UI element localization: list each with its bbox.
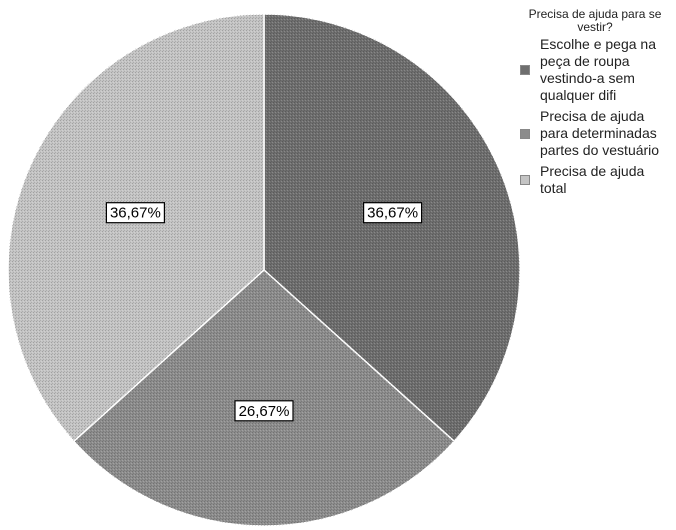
legend-items: Escolhe e pega na peça de roupa vestindo…	[520, 36, 670, 197]
pie-data-label-text: 36,67%	[110, 205, 161, 222]
legend-swatch-icon	[520, 128, 530, 139]
pie-data-label-1: 36,67%	[363, 202, 423, 224]
pie-data-label-box	[363, 202, 423, 224]
pie-slice-texture-2	[73, 270, 455, 526]
legend-label: Precisa de ajuda para determinadas parte…	[540, 108, 660, 158]
pie-slice-texture-3	[7, 14, 264, 442]
pie-data-labels: 36,67% 26,67% 36,67%	[105, 202, 423, 422]
pie-data-label-3: 36,67%	[105, 202, 166, 224]
legend-item-1: Escolhe e pega na peça de roupa vestindo…	[520, 36, 670, 104]
pie-data-label-text: 26,67%	[239, 403, 290, 420]
legend-item-2: Precisa de ajuda para determinadas parte…	[520, 108, 670, 159]
legend-swatch-icon	[520, 175, 530, 185]
pie-slice-texture-1	[264, 14, 520, 442]
pie-data-label-box	[105, 202, 166, 224]
legend: Precisa de ajuda para se vestir? Escolhe…	[520, 8, 670, 201]
pie-data-label-box	[234, 400, 294, 422]
legend-title: Precisa de ajuda para se vestir?	[528, 7, 662, 34]
legend-swatch-icon	[520, 65, 530, 75]
pie-slices	[7, 13, 521, 527]
legend-label: Precisa de ajuda total	[540, 163, 645, 196]
legend-label: Escolhe e pega na peça de roupa vestindo…	[540, 36, 656, 103]
pie-data-label-2: 26,67%	[234, 400, 294, 422]
pie-data-label-text: 36,67%	[367, 205, 418, 222]
legend-item-3: Precisa de ajuda total	[520, 163, 670, 197]
